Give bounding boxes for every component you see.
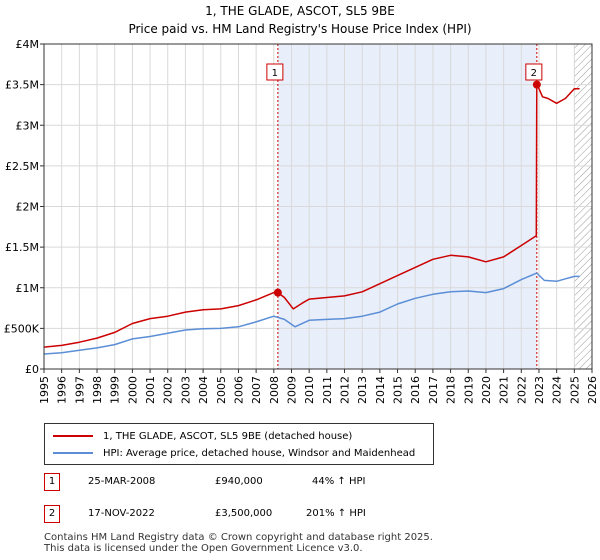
x-tick-label: 2026 bbox=[586, 376, 599, 404]
transaction-hpi-change: 201% ↑ HPI bbox=[306, 508, 366, 519]
sale-marker-box bbox=[266, 63, 284, 81]
x-tick-label: 1999 bbox=[109, 376, 122, 404]
hpi-series-line bbox=[43, 272, 580, 355]
x-tick-label: 2020 bbox=[480, 376, 493, 404]
y-tick-label: £2.5M bbox=[5, 160, 39, 173]
sale-marker-label: 1 bbox=[272, 68, 278, 79]
transaction-row: 1 25-MAR-2008 £940,000 44% ↑ HPI bbox=[44, 473, 564, 493]
x-tick-label: 2021 bbox=[498, 376, 511, 404]
x-tick-label: 2003 bbox=[179, 376, 192, 404]
chart-title: 1, THE GLADE, ASCOT, SL5 9BE bbox=[205, 4, 395, 18]
sale-marker-label: 2 bbox=[531, 68, 537, 79]
footer-licence: This data is licensed under the Open Gov… bbox=[44, 543, 363, 554]
x-tick-label: 2014 bbox=[374, 376, 387, 404]
x-tick-label: 2006 bbox=[232, 376, 245, 404]
x-tick-label: 2024 bbox=[551, 376, 564, 404]
x-tick-label: 2008 bbox=[268, 376, 281, 404]
x-tick-label: 2015 bbox=[392, 376, 405, 404]
transaction-date: 25-MAR-2008 bbox=[88, 476, 156, 487]
transaction-hpi-change: 44% ↑ HPI bbox=[312, 476, 366, 487]
property-line-swatch bbox=[53, 435, 93, 437]
y-tick-label: £0 bbox=[25, 363, 39, 376]
transaction-date: 17-NOV-2022 bbox=[88, 508, 155, 519]
legend-item-hpi: HPI: Average price, detached house, Wind… bbox=[53, 445, 415, 461]
transaction-marker-badge: 2 bbox=[44, 505, 60, 523]
legend-property-label: 1, THE GLADE, ASCOT, SL5 9BE (detached h… bbox=[103, 430, 353, 442]
y-tick-label: £1.5M bbox=[5, 241, 39, 254]
x-tick-label: 2017 bbox=[427, 376, 440, 404]
plot-border bbox=[43, 43, 593, 370]
x-tick-label: 2013 bbox=[356, 376, 369, 404]
x-tick-label: 2002 bbox=[162, 376, 175, 404]
x-tick-label: 2022 bbox=[515, 376, 528, 404]
x-tick-label: 2011 bbox=[321, 376, 334, 404]
y-tick-label: £4M bbox=[16, 38, 40, 51]
x-tick-label: 2018 bbox=[445, 376, 458, 404]
x-tick-label: 2019 bbox=[462, 376, 475, 404]
y-tick-label: £3M bbox=[16, 119, 40, 132]
y-tick-label: £3.5M bbox=[5, 79, 39, 92]
y-tick-label: £1M bbox=[16, 282, 40, 295]
x-tick-label: 2023 bbox=[533, 376, 546, 404]
chart-legend: 1, THE GLADE, ASCOT, SL5 9BE (detached h… bbox=[44, 423, 434, 465]
transaction-row: 2 17-NOV-2022 £3,500,000 201% ↑ HPI bbox=[44, 505, 564, 525]
transaction-price: £3,500,000 bbox=[215, 508, 273, 519]
x-tick-label: 2001 bbox=[144, 376, 157, 404]
sale-point bbox=[532, 80, 541, 89]
x-tick-label: 2005 bbox=[215, 376, 228, 404]
sale-marker-box bbox=[525, 63, 543, 81]
x-tick-label: 1995 bbox=[38, 376, 51, 404]
x-tick-label: 2016 bbox=[409, 376, 422, 404]
x-tick-label: 1996 bbox=[56, 376, 69, 404]
x-tick-label: 2007 bbox=[250, 376, 263, 404]
x-tick-label: 1998 bbox=[91, 376, 104, 404]
transaction-price: £940,000 bbox=[215, 476, 263, 487]
chart-subtitle: Price paid vs. HM Land Registry's House … bbox=[128, 22, 472, 36]
x-tick-label: 2010 bbox=[303, 376, 316, 404]
x-tick-label: 2000 bbox=[126, 376, 139, 404]
price-chart: £0 £500K £1M £1.5M £2M £2.5M £3M £3.5M £4M 1995 19… bbox=[4, 38, 599, 404]
hpi-line-swatch bbox=[53, 452, 93, 454]
transaction-marker-badge: 1 bbox=[44, 473, 60, 491]
y-tick-label: £2M bbox=[16, 201, 40, 214]
legend-item-property: 1, THE GLADE, ASCOT, SL5 9BE (detached h… bbox=[53, 428, 352, 444]
legend-hpi-label: HPI: Average price, detached house, Wind… bbox=[103, 447, 416, 459]
x-tick-label: 2025 bbox=[568, 376, 581, 404]
x-tick-label: 2012 bbox=[339, 376, 352, 404]
footer-copyright: Contains HM Land Registry data © Crown c… bbox=[44, 532, 433, 543]
x-tick-label: 1997 bbox=[73, 376, 86, 404]
x-tick-label: 2009 bbox=[285, 376, 298, 404]
footer: Contains HM Land Registry data © Crown c… bbox=[44, 532, 433, 554]
x-tick-label: 2004 bbox=[197, 376, 210, 404]
y-tick-label: £500K bbox=[4, 322, 40, 335]
sale-point bbox=[273, 288, 282, 297]
